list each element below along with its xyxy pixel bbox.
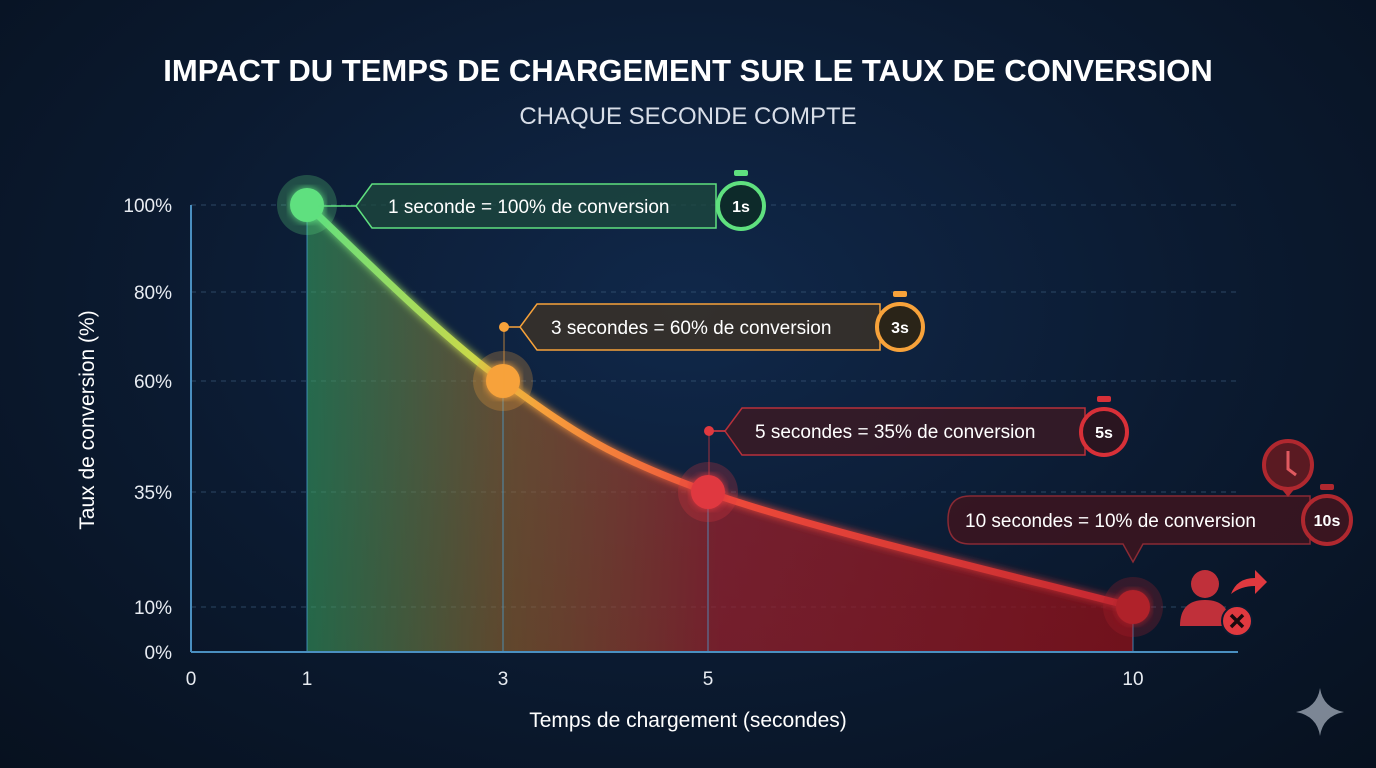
x-axis-label: Temps de chargement (secondes) <box>529 709 847 732</box>
clock-pin-icon <box>1262 439 1314 497</box>
stopwatch-icon: 1s <box>716 170 766 231</box>
user-leaving-icon <box>1180 570 1267 637</box>
annotation-text: 10 secondes = 10% de conversion <box>965 511 1256 532</box>
stopwatch-icon: 10s <box>1301 484 1353 546</box>
stopwatch-icon: 3s <box>875 291 925 352</box>
chart-title: IMPACT DU TEMPS DE CHARGEMENT SUR LE TAU… <box>163 53 1212 88</box>
y-tick-label: 0% <box>145 643 173 664</box>
chart-subtitle: CHAQUE SECONDE COMPTE <box>519 103 856 130</box>
svg-text:3s: 3s <box>891 320 909 337</box>
sparkle-icon <box>1296 688 1344 736</box>
annotation-text: 1 seconde = 100% de conversion <box>388 197 670 218</box>
callout-10s: 10 secondes = 10% de conversion 10s <box>947 439 1353 637</box>
svg-text:10s: 10s <box>1314 513 1341 530</box>
x-tick-label: 5 <box>703 669 714 690</box>
data-point <box>691 475 725 509</box>
x-tick-label: 1 <box>302 669 313 690</box>
callout-3s: 3 secondes = 60% de conversion 3s <box>499 291 925 397</box>
y-tick-label: 35% <box>134 483 172 504</box>
y-tick-label: 100% <box>123 196 172 217</box>
y-tick-label: 60% <box>134 372 172 393</box>
x-tick-label: 0 <box>186 669 197 690</box>
callout-1s: 1 seconde = 100% de conversion 1s <box>318 170 766 231</box>
annotation-text: 5 secondes = 35% de conversion <box>755 422 1035 443</box>
callout-5s: 5 secondes = 35% de conversion 5s <box>704 396 1129 500</box>
data-point <box>1116 590 1150 624</box>
area-fill <box>307 205 1133 652</box>
stopwatch-icon: 5s <box>1079 396 1129 457</box>
data-point <box>486 364 520 398</box>
y-axis-label: Taux de conversion (%) <box>76 310 99 529</box>
svg-text:1s: 1s <box>732 199 750 216</box>
y-tick-label: 80% <box>134 283 172 304</box>
x-tick-label: 10 <box>1122 669 1143 690</box>
x-tick-label: 3 <box>498 669 509 690</box>
svg-text:5s: 5s <box>1095 425 1113 442</box>
annotation-text: 3 secondes = 60% de conversion <box>551 318 831 339</box>
series-line <box>303 201 1137 611</box>
y-tick-label: 10% <box>134 598 172 619</box>
data-point <box>290 188 324 222</box>
